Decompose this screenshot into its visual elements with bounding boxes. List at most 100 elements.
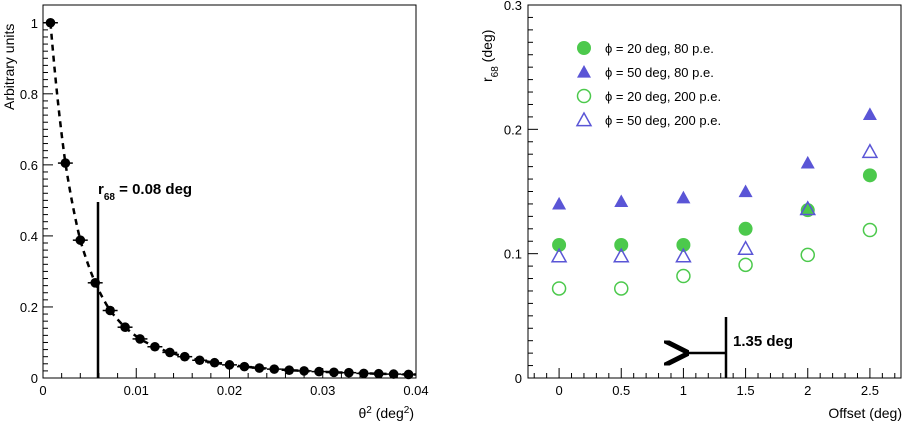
legend-marker	[577, 41, 591, 55]
left-data-point	[356, 368, 372, 379]
left-data-point	[251, 363, 267, 373]
left-data-point	[311, 366, 327, 377]
left-point-marker	[105, 305, 115, 316]
right-point-marker	[799, 200, 817, 216]
left-data-point	[207, 357, 223, 368]
left-data-point	[87, 277, 103, 288]
right-point-marker	[612, 247, 630, 263]
left-point-marker	[45, 17, 56, 28]
left-x-tick-label: 0	[39, 383, 46, 398]
right-point-marker	[552, 196, 567, 210]
right-series-2	[552, 107, 877, 210]
left-point-marker	[224, 360, 235, 370]
right-point-marker	[861, 143, 879, 159]
left-point-marker	[344, 367, 354, 378]
offset-annotation: 1.35 deg	[733, 333, 793, 350]
right-series-4	[550, 143, 879, 263]
right-y-tick-label: 0	[515, 371, 522, 386]
left-point-marker	[209, 357, 220, 368]
legend-label: ϕ = 20 deg, 80 p.e.	[605, 41, 714, 56]
left-data-point	[162, 347, 178, 358]
left-point-marker	[388, 369, 399, 379]
left-x-tick-label: 0.02	[217, 383, 242, 398]
left-point-marker	[329, 367, 339, 378]
left-data-point	[117, 322, 133, 333]
legend-label: ϕ = 50 deg, 80 p.e.	[605, 65, 714, 80]
right-plot-frame	[527, 4, 902, 379]
legend: ϕ = 20 deg, 80 p.e. ϕ = 50 deg, 80 p.e. ϕ …	[575, 41, 721, 128]
left-y-tick-label: 1	[31, 16, 38, 31]
left-data-point	[236, 361, 252, 372]
left-y-tick-label: 0.8	[20, 87, 38, 102]
right-point-marker	[862, 168, 877, 183]
left-point-marker	[179, 351, 190, 362]
right-x-tick-label: 2	[804, 383, 811, 398]
left-data-point	[266, 364, 282, 374]
right-axis-ticks: 0 0.5 1 1.5 2 2.5 0 0.1 0.2 0.3	[504, 0, 896, 398]
left-y-tick-label: 0.2	[20, 300, 38, 315]
right-series-3	[551, 222, 878, 296]
left-data-point	[43, 17, 58, 28]
left-x-axis-label: θ2 (deg2)	[358, 405, 414, 422]
left-point-marker	[358, 368, 369, 379]
left-data-point	[326, 367, 342, 378]
right-point-marker	[738, 257, 753, 273]
left-chart-panel: Arbitrary units θ2 (deg2) 0 0.01 0.02 0.03 0…	[1, 4, 429, 422]
left-point-marker	[269, 364, 280, 374]
left-data-point	[401, 369, 416, 380]
right-point-marker	[614, 281, 629, 296]
left-y-axis-label: Arbitrary units	[1, 24, 17, 110]
left-y-tick-label: 0.4	[20, 229, 38, 244]
left-data-point	[147, 341, 163, 352]
right-point-marker	[676, 237, 691, 252]
r68-annotation: r68 = 0.08 deg	[98, 181, 192, 203]
left-point-marker	[239, 361, 250, 372]
legend-marker	[576, 88, 592, 104]
left-data-point	[132, 334, 148, 344]
right-point-marker	[550, 247, 568, 263]
left-y-tick-label: 0.6	[20, 158, 38, 173]
left-point-marker	[373, 368, 384, 379]
right-series-1	[552, 168, 877, 252]
left-point-marker	[254, 363, 265, 373]
left-x-tick-label: 0.01	[124, 383, 149, 398]
right-data-points	[550, 107, 879, 296]
left-point-marker	[299, 366, 309, 376]
right-point-marker	[614, 237, 629, 252]
left-point-marker	[60, 158, 71, 168]
left-data-point	[102, 305, 118, 316]
right-point-marker	[675, 247, 692, 263]
legend-label: ϕ = 50 deg, 200 p.e.	[605, 113, 721, 128]
right-point-marker	[800, 203, 815, 218]
right-y-tick-label: 0.2	[504, 122, 522, 137]
left-data-point	[192, 355, 208, 366]
right-y-axis-label: r68 (deg)	[479, 30, 501, 82]
left-y-tick-label: 0	[31, 371, 38, 386]
left-data-point	[222, 360, 237, 370]
left-point-marker	[194, 355, 205, 366]
right-point-marker	[738, 221, 753, 236]
left-data-point	[72, 235, 88, 245]
right-point-marker	[862, 222, 878, 238]
left-data-point	[281, 365, 297, 375]
right-x-tick-label: 2.5	[861, 383, 879, 398]
left-point-marker	[150, 341, 160, 352]
left-x-tick-label: 0.03	[310, 383, 335, 398]
left-point-marker	[165, 347, 175, 358]
right-y-tick-label: 0.3	[504, 0, 522, 13]
right-x-tick-label: 1	[680, 383, 687, 398]
right-point-marker	[738, 184, 753, 198]
legend-marker	[575, 111, 593, 127]
legend-label: ϕ = 20 deg, 200 p.e.	[605, 89, 721, 104]
right-x-tick-label: 0	[555, 383, 562, 398]
right-chart-panel: r68 (deg) Offset (deg) 0 0.5 1 1.5 2 2.500.10…	[479, 0, 902, 421]
right-y-tick-label: 0.1	[504, 247, 522, 262]
right-point-marker	[862, 107, 877, 121]
right-x-tick-label: 0.5	[612, 383, 630, 398]
right-point-marker	[737, 240, 754, 256]
left-axis-ticks: 0 0.01 0.02 0.03 0.04 0 0.2 0.4 0.6 0.8 1	[20, 16, 429, 398]
right-x-tick-label: 1.5	[737, 383, 755, 398]
right-x-axis-label: Offset (deg)	[828, 405, 902, 421]
legend-marker	[577, 65, 591, 78]
